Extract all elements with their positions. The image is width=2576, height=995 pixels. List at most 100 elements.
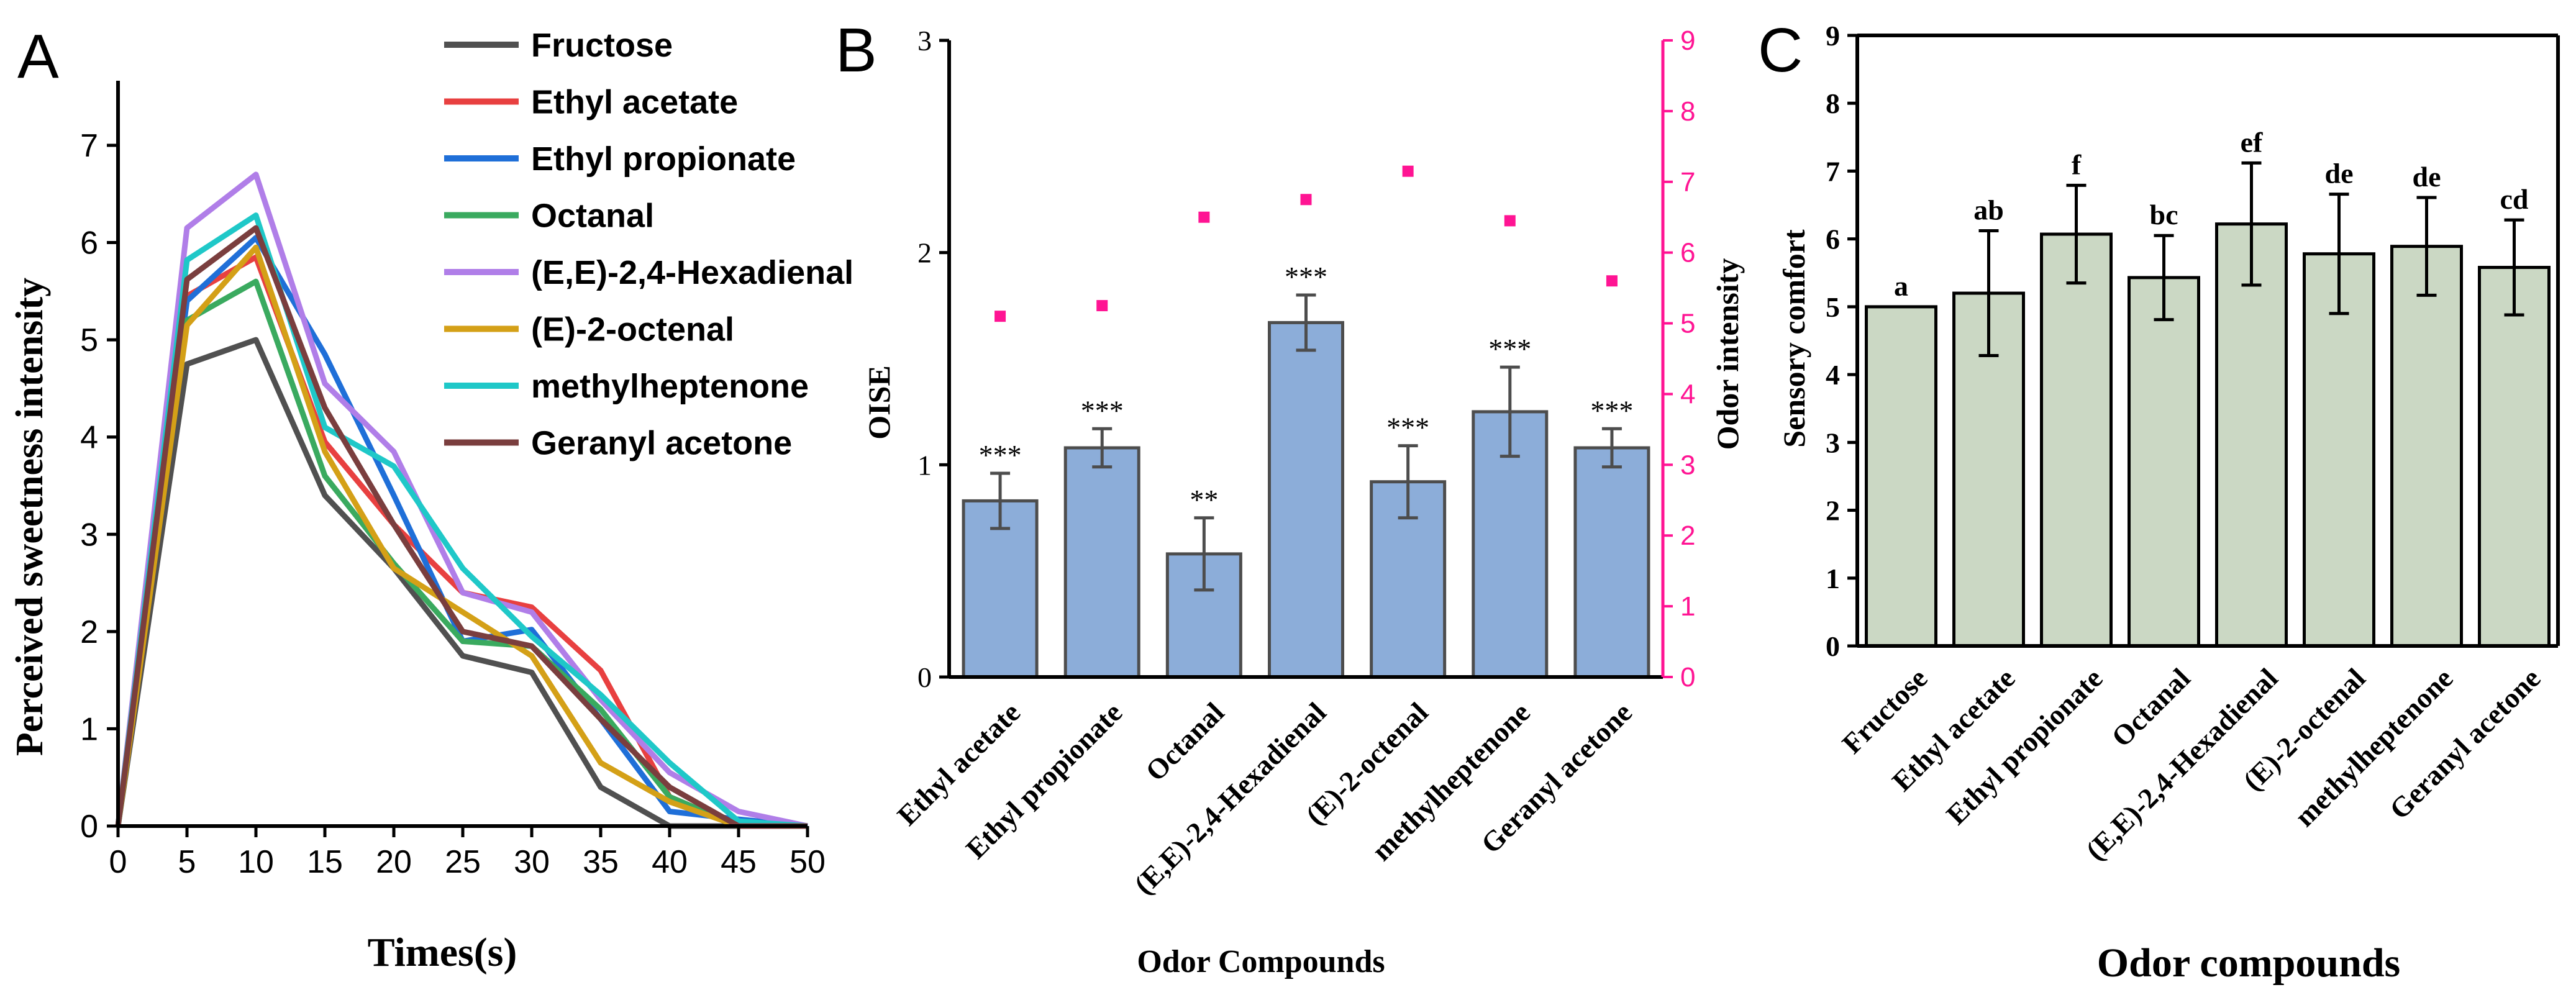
significance-label: *** xyxy=(979,439,1022,471)
panel-b-y-tick-label: 2 xyxy=(917,237,932,269)
panel-a-x-tick-label: 0 xyxy=(109,844,127,880)
comfort-bar xyxy=(1865,305,1937,648)
odor-intensity-point xyxy=(1300,194,1312,206)
panel-a-x-tick-label: 35 xyxy=(583,844,619,880)
legend-label-5: (E)-2-octenal xyxy=(531,311,734,348)
panel-b-ylabel-right: Odor intensity xyxy=(1710,258,1745,450)
oise-bar xyxy=(1063,446,1140,679)
panel-b-bar-chart: OISE Odor intensity Odor Compounds ***Et… xyxy=(862,25,1745,979)
panel-c-y-tick-label: 2 xyxy=(1826,495,1840,527)
panel-b-ylabel: OISE xyxy=(862,365,896,440)
panel-b-y-tick-label: 3 xyxy=(917,25,932,57)
oise-bar xyxy=(1268,320,1344,679)
panel-b-right-tick-label: 3 xyxy=(1680,450,1695,480)
panel-c-category-label: Ethyl propionate xyxy=(1940,662,2108,830)
panel-b-right-tick-label: 6 xyxy=(1680,238,1695,268)
panel-a-line-chart: Perceived sweetness intensity Times(s) 0… xyxy=(9,27,853,975)
panel-b-right-tick-label: 0 xyxy=(1680,662,1695,693)
series-line-7 xyxy=(115,225,808,829)
panel-a-y-tick-label: 6 xyxy=(80,225,98,261)
significance-label: *** xyxy=(1386,412,1429,443)
panel-c-ylabel: Sensory comfort xyxy=(1777,229,1811,448)
panel-c-y-tick-label: 4 xyxy=(1826,359,1840,391)
comfort-bar xyxy=(2040,232,2113,648)
significance-letter: ab xyxy=(1973,194,2004,226)
panel-a-y-tick-label: 4 xyxy=(80,420,98,456)
panel-a-y-tick-label: 0 xyxy=(80,809,98,845)
panel-a-x-tick-label: 25 xyxy=(445,844,481,880)
panel-c-y-tick-label: 1 xyxy=(1826,563,1840,594)
panel-b-category-label: (E,E)-2,4-Hexadienal xyxy=(1128,696,1332,901)
comfort-bar xyxy=(2215,222,2288,648)
panel-b-category-label: Octanal xyxy=(1139,696,1230,787)
series-line-6 xyxy=(115,212,808,829)
legend-label-6: methylheptenone xyxy=(531,368,809,405)
significance-letter: de xyxy=(2325,158,2354,189)
odor-intensity-point xyxy=(994,311,1006,322)
panel-b-xlabel: Odor Compounds xyxy=(1137,944,1385,979)
series-line-0 xyxy=(115,337,808,829)
panel-c-xlabel: Odor compounds xyxy=(2097,940,2400,986)
series-line-3 xyxy=(115,278,808,829)
panel-c-y-tick-label: 6 xyxy=(1826,224,1840,255)
oise-bar xyxy=(1573,446,1650,679)
legend-label-0: Fructose xyxy=(531,27,673,64)
significance-letter: de xyxy=(2413,161,2441,193)
panel-a-y-tick-label: 7 xyxy=(80,128,98,164)
significance-letter: bc xyxy=(2150,199,2178,230)
odor-intensity-point xyxy=(1504,215,1516,227)
panel-c-y-tick-label: 9 xyxy=(1826,20,1840,52)
odor-intensity-point xyxy=(1096,300,1108,312)
panel-b-y-tick-label: 1 xyxy=(917,449,932,481)
significance-label: ** xyxy=(1190,484,1218,516)
panel-c-y-tick-label: 5 xyxy=(1826,291,1840,323)
panel-c-category-label: methylheptenone xyxy=(2288,662,2459,833)
panel-c-category-label: Octanal xyxy=(2105,662,2196,753)
significance-letter: cd xyxy=(2500,183,2529,215)
legend-label-1: Ethyl acetate xyxy=(531,84,738,121)
series-line-5 xyxy=(115,244,808,829)
significance-label: *** xyxy=(1488,333,1531,365)
significance-letter: ef xyxy=(2241,126,2263,158)
legend-label-4: (E,E)-2,4-Hexadienal xyxy=(531,254,853,291)
panel-b-right-tick-label: 2 xyxy=(1680,520,1695,551)
legend-label-2: Ethyl propionate xyxy=(531,140,796,178)
panel-b-right-tick-label: 8 xyxy=(1680,96,1695,127)
panel-b-right-tick-label: 9 xyxy=(1680,25,1695,56)
odor-intensity-point xyxy=(1402,165,1414,177)
panel-c-y-tick-label: 0 xyxy=(1826,630,1840,662)
panel-a-y-tick-label: 2 xyxy=(80,614,98,650)
panel-a-y-tick-label: 1 xyxy=(80,711,98,747)
comfort-bar xyxy=(2478,266,2551,648)
panel-a-x-tick-label: 20 xyxy=(376,844,412,880)
panel-a-ylabel: Perceived sweetness intensity xyxy=(9,278,51,756)
panel-a-x-tick-label: 15 xyxy=(307,844,343,880)
panel-c-y-tick-label: 3 xyxy=(1826,427,1840,458)
panel-b-right-tick-label: 4 xyxy=(1680,379,1695,409)
panel-b-right-tick-label: 5 xyxy=(1680,309,1695,339)
panel-a-x-tick-label: 5 xyxy=(178,844,196,880)
panel-label-c: C xyxy=(1758,16,1803,85)
panel-b-y-tick-label: 0 xyxy=(917,661,932,693)
panel-a-x-tick-label: 50 xyxy=(790,844,826,880)
panel-label-a: A xyxy=(17,22,59,91)
odor-intensity-point xyxy=(1198,211,1210,223)
panel-label-b: B xyxy=(835,16,877,85)
panel-a-xlabel: Times(s) xyxy=(368,930,517,975)
odor-intensity-point xyxy=(1606,275,1618,287)
legend-label-3: Octanal xyxy=(531,198,654,235)
panel-c-bar-chart: Sensory comfort Odor compounds aFructose… xyxy=(1777,20,2560,986)
panel-c-y-tick-label: 7 xyxy=(1826,155,1840,187)
legend-label-7: Geranyl acetone xyxy=(531,425,792,462)
panel-b-right-tick-label: 7 xyxy=(1680,167,1695,198)
panel-a-x-tick-label: 10 xyxy=(238,844,274,880)
comfort-bar xyxy=(2390,245,2463,648)
panel-b-right-tick-label: 1 xyxy=(1680,591,1695,622)
panel-a-x-tick-label: 40 xyxy=(652,844,688,880)
panel-a-y-tick-label: 5 xyxy=(80,322,98,358)
panel-a-x-tick-label: 30 xyxy=(514,844,550,880)
significance-label: *** xyxy=(1081,394,1124,426)
significance-letter: f xyxy=(2072,148,2082,180)
